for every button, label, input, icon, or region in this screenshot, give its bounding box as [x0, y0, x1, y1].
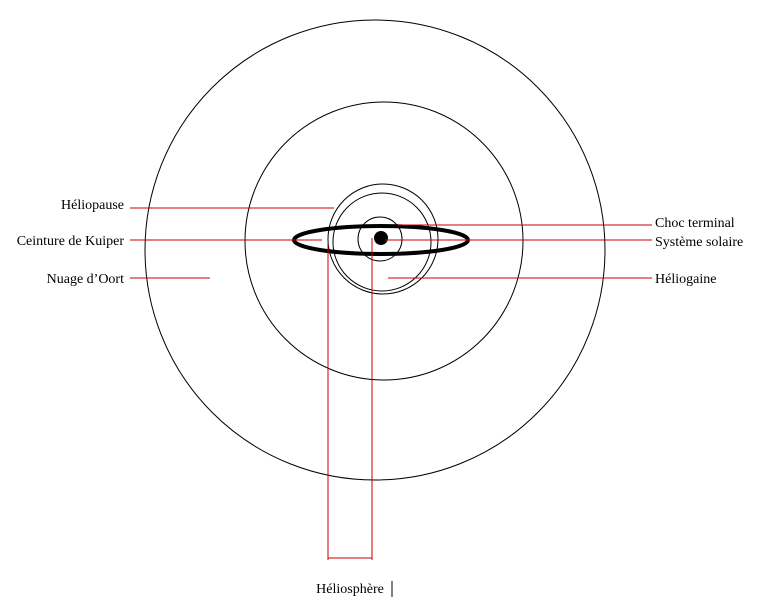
leader-lines [130, 207, 652, 560]
heliosheath-label: Héliogaine [655, 272, 716, 287]
oort-cloud-inner-ring [244, 101, 524, 381]
oort-cloud-label: Nuage d’Oort [47, 272, 124, 287]
termination-shock-label: Choc terminal [655, 216, 735, 231]
termination-shock-ring [357, 216, 403, 262]
heliosphere-label: Héliosphère [316, 582, 384, 597]
heliopause-label: Héliopause [61, 198, 124, 213]
heliosheath-ring [332, 192, 432, 292]
oort-cloud-outer-ring [144, 19, 606, 481]
solar-system-label: Système solaire [655, 235, 743, 250]
solar-system-dot [374, 231, 388, 245]
kuiper-belt-label: Ceinture de Kuiper [17, 234, 125, 249]
heliopause-ring [327, 183, 439, 295]
